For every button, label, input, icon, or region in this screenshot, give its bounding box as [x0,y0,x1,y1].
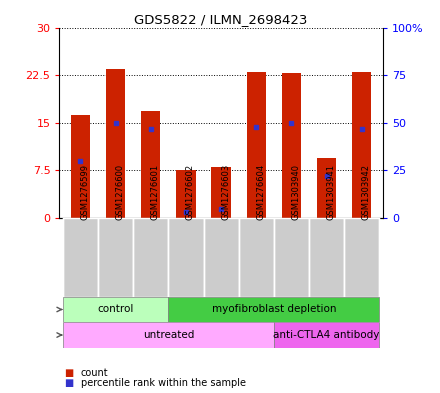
Bar [63,322,274,348]
Text: GSM1276599: GSM1276599 [81,165,89,220]
Text: count: count [81,368,108,378]
Text: GSM1276600: GSM1276600 [116,164,125,220]
Text: myofibroblast depletion: myofibroblast depletion [212,305,336,314]
Bar [141,111,161,218]
Text: control: control [97,305,134,314]
Bar [282,73,301,218]
Bar [71,115,90,218]
Bar [204,218,238,297]
Text: GSM1276602: GSM1276602 [186,164,195,220]
Text: GSM1303942: GSM1303942 [362,165,371,220]
Bar [309,218,344,297]
Bar [317,158,336,218]
Bar [169,218,204,297]
Bar [212,167,231,218]
Bar [344,218,379,297]
Text: GSM1303941: GSM1303941 [326,165,336,220]
Bar [246,72,266,218]
Text: ■: ■ [64,378,73,388]
Bar [63,297,169,322]
Text: GSM1276601: GSM1276601 [151,164,160,220]
Text: ■: ■ [64,368,73,378]
Bar [63,218,98,297]
Bar [176,171,196,218]
Text: GSM1276604: GSM1276604 [256,164,265,220]
Bar [238,218,274,297]
Title: GDS5822 / ILMN_2698423: GDS5822 / ILMN_2698423 [134,13,308,26]
Bar [274,322,379,348]
Bar [106,69,125,218]
Bar [352,72,371,218]
Bar [98,218,133,297]
Bar [274,218,309,297]
Bar [169,297,379,322]
Text: GSM1303940: GSM1303940 [291,165,301,220]
Text: anti-CTLA4 antibody: anti-CTLA4 antibody [273,330,380,340]
Text: GSM1276603: GSM1276603 [221,164,230,220]
Bar [133,218,169,297]
Text: untreated: untreated [143,330,194,340]
Text: percentile rank within the sample: percentile rank within the sample [81,378,246,388]
